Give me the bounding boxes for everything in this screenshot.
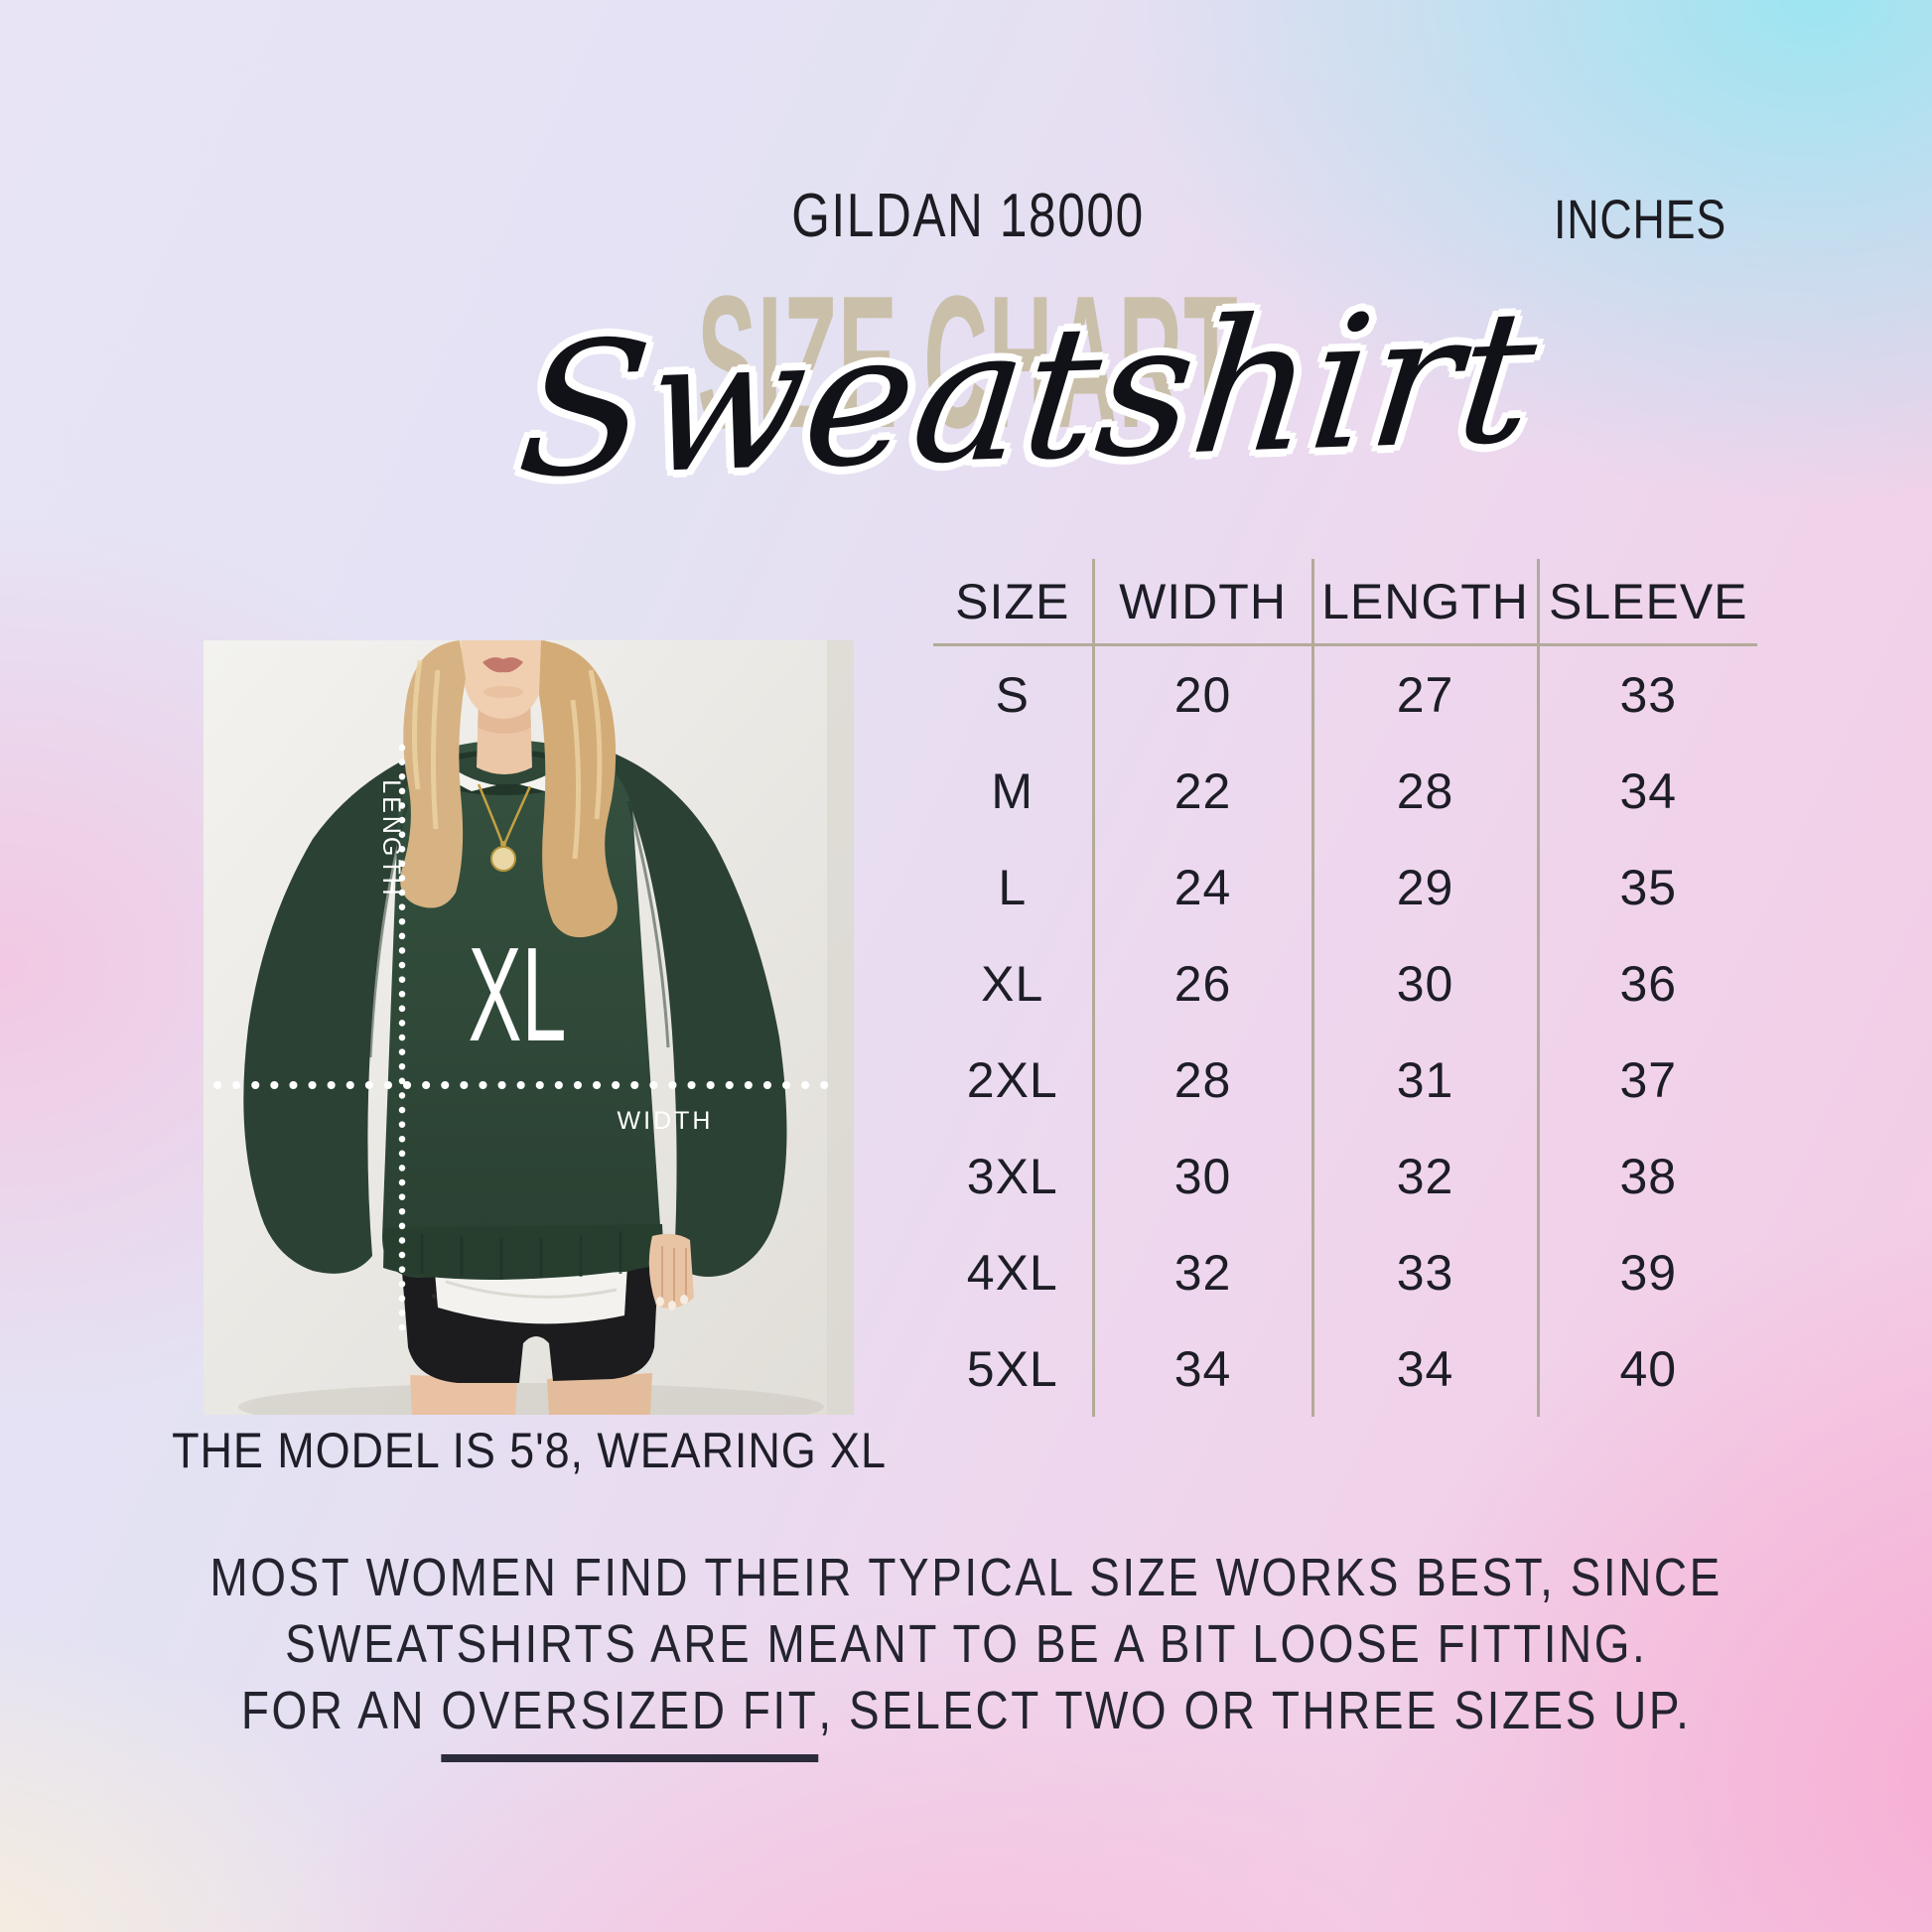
cell-length: 27: [1311, 644, 1538, 743]
cell-size: M: [991, 762, 1035, 819]
col-header-size: SIZE: [933, 559, 1093, 646]
model-caption: THE MODEL IS 5'8, WEARING XL: [132, 1422, 926, 1479]
width-line-label: WIDTH: [618, 1107, 714, 1135]
table-row: 2XL 28 31 37: [933, 1032, 1757, 1128]
fit-note: MOST WOMEN FIND THEIR TYPICAL SIZE WORKS…: [0, 1545, 1932, 1762]
cell-length: 32: [1311, 1128, 1538, 1224]
cell-width: 28: [1091, 1032, 1312, 1128]
cell-size: S: [995, 666, 1030, 723]
model-caption-text: THE MODEL IS 5'8, WEARING XL: [172, 1423, 887, 1478]
cell-sleeve: 33: [1536, 644, 1757, 743]
size-table: SIZE WIDTH LENGTH SLEEVE S 20 27 33 M 22…: [933, 559, 1757, 1417]
table-row: 3XL 30 32 38: [933, 1128, 1757, 1224]
model-hair: [400, 640, 618, 938]
cell-size: L: [998, 859, 1028, 915]
cell-length: 30: [1311, 935, 1538, 1032]
cell-length: 29: [1311, 839, 1538, 935]
col-header-width: WIDTH: [1091, 559, 1312, 646]
cell-size: 4XL: [966, 1244, 1058, 1301]
cell-sleeve: 36: [1536, 935, 1757, 1032]
length-line-label: LENGTH: [377, 779, 405, 897]
fit-note-line-3-prefix: FOR AN: [240, 1681, 442, 1740]
cell-sleeve: 37: [1536, 1032, 1757, 1128]
units-label: INCHES: [1532, 187, 1748, 251]
product-script-title: Sweatshirt: [509, 269, 1546, 519]
cell-size: XL: [981, 955, 1044, 1012]
fit-note-line-2: SWEATSHIRTS ARE MEANT TO BE A BIT LOOSE …: [284, 1614, 1648, 1674]
cell-sleeve: 35: [1536, 839, 1757, 935]
cell-length: 33: [1311, 1224, 1538, 1320]
oversized-fit-underlined: OVERSIZED FIT: [441, 1678, 819, 1762]
cell-size: 2XL: [966, 1051, 1058, 1108]
cell-size: 5XL: [966, 1340, 1058, 1397]
cell-length: 31: [1311, 1032, 1538, 1128]
model-necklace: [477, 783, 532, 872]
col-header-sleeve: SLEEVE: [1536, 559, 1757, 646]
fit-note-line-1: MOST WOMEN FIND THEIR TYPICAL SIZE WORKS…: [209, 1548, 1723, 1607]
fit-note-line-3: FOR AN OVERSIZED FIT, SELECT TWO OR THRE…: [0, 1678, 1932, 1762]
cell-sleeve: 40: [1536, 1320, 1757, 1417]
measurement-lines: LENGTH WIDTH XL: [213, 744, 843, 1345]
col-header-length: LENGTH: [1311, 559, 1538, 646]
model-face: [461, 640, 546, 774]
brand-title: GILDAN 18000: [748, 181, 1188, 251]
model-photo-illustration: LENGTH WIDTH XL: [204, 640, 854, 1415]
cell-length: 28: [1311, 743, 1538, 839]
table-row: L 24 29 35: [933, 839, 1757, 935]
model-hand: [648, 1233, 694, 1311]
cell-length: 34: [1311, 1320, 1538, 1417]
cell-size: 3XL: [966, 1148, 1058, 1204]
table-row: M 22 28 34: [933, 743, 1757, 839]
cell-width: 26: [1091, 935, 1312, 1032]
table-row: XL 26 30 36: [933, 935, 1757, 1032]
cell-sleeve: 39: [1536, 1224, 1757, 1320]
cell-width: 24: [1091, 839, 1312, 935]
cell-width: 30: [1091, 1128, 1312, 1224]
cell-width: 32: [1091, 1224, 1312, 1320]
cell-width: 22: [1091, 743, 1312, 839]
cell-width: 34: [1091, 1320, 1312, 1417]
table-header-row: SIZE WIDTH LENGTH SLEEVE: [933, 559, 1757, 646]
model-legs: [410, 1373, 652, 1415]
cell-sleeve: 38: [1536, 1128, 1757, 1224]
model-photo: LENGTH WIDTH XL: [204, 640, 854, 1415]
cell-width: 20: [1091, 644, 1312, 743]
cell-sleeve: 34: [1536, 743, 1757, 839]
fit-note-line-3-suffix: , SELECT TWO OR THREE SIZES UP.: [818, 1681, 1692, 1740]
brand-title-text: GILDAN 18000: [791, 182, 1145, 250]
model-size-label: XL: [468, 919, 566, 1070]
table-row: S 20 27 33: [933, 644, 1757, 743]
units-label-text: INCHES: [1553, 188, 1727, 250]
table-row: 5XL 34 34 40: [933, 1320, 1757, 1417]
page-title-text: SIZE CHART: [697, 257, 1239, 468]
table-row: 4XL 32 33 39: [933, 1224, 1757, 1320]
page-title: SIZE CHART: [392, 268, 1544, 457]
